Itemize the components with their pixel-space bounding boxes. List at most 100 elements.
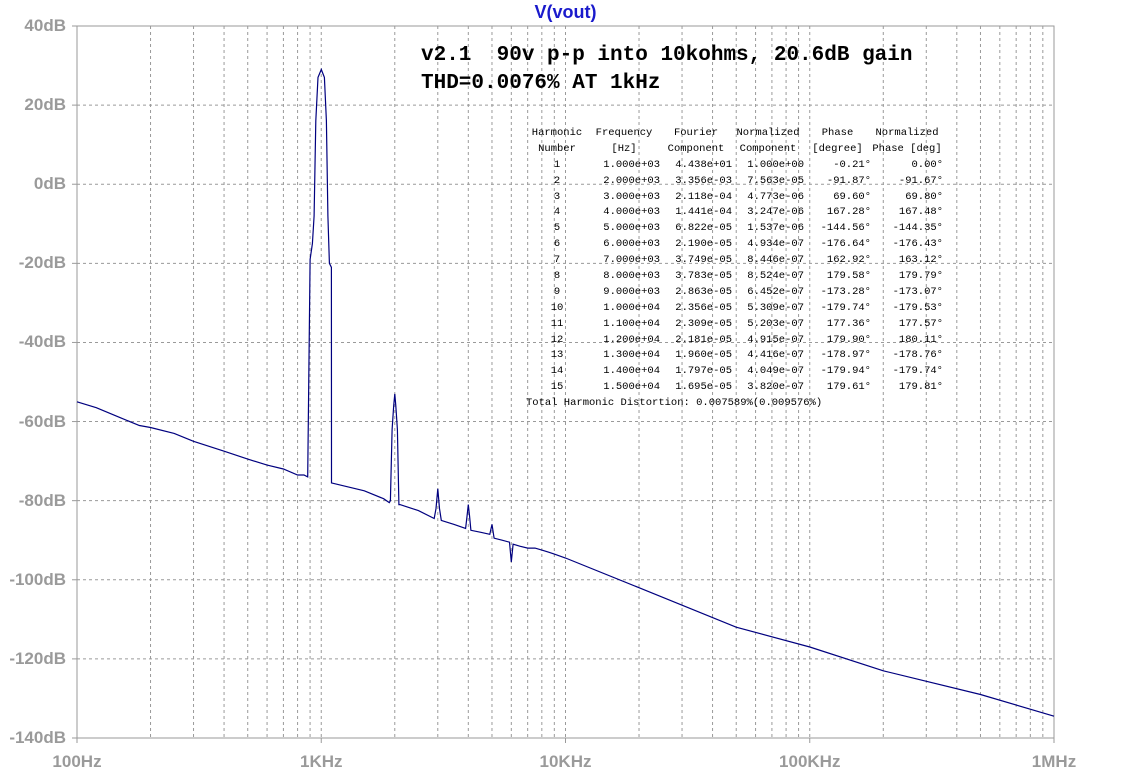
y-tick-label: -120dB bbox=[9, 648, 66, 668]
fourier-row: 10 1.000e+04 2.356e-05 5.309e-07 -179.74° -17… bbox=[526, 301, 943, 317]
fourier-cell: 5.000e+03 bbox=[603, 222, 660, 235]
fourier-header-cell: Frequency bbox=[595, 127, 653, 139]
fourier-cell: 179.81° bbox=[898, 381, 943, 394]
fourier-cell: 7 bbox=[553, 254, 561, 267]
fourier-row: 3 3.000e+03 2.118e-04 4.773e-06 69.60° 69.80° bbox=[526, 190, 943, 206]
fourier-cell: 2.356e-05 bbox=[675, 301, 732, 314]
fourier-rows: 1 1.000e+03 4.438e+01 1.000e+00 -0.21° 0.00° 2… bbox=[526, 158, 943, 396]
fourier-cell: 9.000e+03 bbox=[603, 285, 660, 298]
fourier-cell: 0.00° bbox=[911, 158, 943, 171]
fourier-row: 15 1.500e+04 1.695e-05 3.820e-07 179.61° 179.… bbox=[526, 380, 943, 396]
fourier-row: 11 1.100e+04 2.309e-05 5.203e-07 177.36° 177.… bbox=[526, 317, 943, 333]
fourier-cell: -176.43° bbox=[892, 238, 943, 251]
fourier-cell: -144.35° bbox=[892, 222, 943, 235]
fourier-cell: -173.07° bbox=[892, 285, 943, 298]
fourier-cell: 2.863e-05 bbox=[675, 285, 732, 298]
fourier-cell: 4.049e-07 bbox=[747, 365, 804, 378]
fourier-cell: -91.87° bbox=[826, 174, 871, 187]
fourier-cell: 2.309e-05 bbox=[675, 317, 732, 330]
y-tick-label: -80dB bbox=[18, 490, 66, 510]
fourier-row: 1 1.000e+03 4.438e+01 1.000e+00 -0.21° 0.00° bbox=[526, 158, 943, 174]
fourier-row: 8 8.000e+03 3.783e-05 8.524e-07 179.58° 179.7… bbox=[526, 269, 943, 285]
fourier-cell: -91.67° bbox=[898, 174, 943, 187]
fourier-cell: 8.000e+03 bbox=[603, 270, 660, 283]
fourier-cell: 69.60° bbox=[833, 190, 871, 203]
fourier-cell: 179.58° bbox=[826, 270, 871, 283]
fourier-cell: 1.537e-06 bbox=[747, 222, 804, 235]
fourier-cell: 3.000e+03 bbox=[603, 190, 660, 203]
fourier-cell: 4.416e-07 bbox=[747, 349, 804, 362]
fourier-cell: 8.524e-07 bbox=[747, 270, 804, 283]
fourier-header-cell: Number bbox=[538, 142, 576, 155]
fourier-header-cell: Component bbox=[667, 142, 725, 155]
fourier-header-cell: Normalized bbox=[736, 127, 800, 139]
y-tick-label: 0dB bbox=[33, 174, 66, 194]
fourier-cell: 3.749e-05 bbox=[675, 254, 732, 267]
fourier-cell: 3.783e-05 bbox=[675, 270, 732, 283]
fourier-cell: 162.92° bbox=[826, 254, 871, 267]
thd-summary: Total Harmonic Distortion: 0.007589%(0.0… bbox=[526, 397, 823, 410]
fourier-cell: 5 bbox=[553, 222, 561, 235]
fourier-row: 7 7.000e+03 3.749e-05 8.446e-07 162.92° 163.1… bbox=[526, 253, 943, 269]
fourier-header-cell: Phase bbox=[821, 127, 854, 139]
fourier-cell: 2.000e+03 bbox=[603, 174, 660, 187]
fourier-cell: 5.309e-07 bbox=[747, 301, 804, 314]
fourier-row: 13 1.300e+04 1.960e-05 4.416e-07 -178.97° -17… bbox=[526, 348, 943, 364]
fourier-cell: 4.773e-06 bbox=[747, 190, 804, 203]
fourier-cell: 3.820e-07 bbox=[747, 381, 804, 394]
fourier-cell: 6 bbox=[553, 238, 561, 251]
fourier-header-cell: [degree] bbox=[812, 142, 863, 155]
fourier-row: 4 4.000e+03 1.441e-04 3.247e-06 167.28° 167.4… bbox=[526, 205, 943, 221]
fourier-header-cell: [Hz] bbox=[611, 142, 637, 155]
fourier-row: 14 1.400e+04 1.797e-05 4.049e-07 -179.94° -17… bbox=[526, 364, 943, 380]
fourier-cell: 2.181e-05 bbox=[675, 333, 732, 346]
axis-ticks bbox=[72, 25, 1055, 743]
fourier-header-cell: Fourier bbox=[673, 127, 719, 139]
fourier-cell: 177.36° bbox=[826, 317, 871, 330]
fourier-cell: 179.79° bbox=[898, 270, 943, 283]
fourier-cell: 3.247e-06 bbox=[747, 206, 804, 219]
y-tick-label: 40dB bbox=[24, 16, 66, 35]
annotation-line-2: THD=0.0076% AT 1kHz bbox=[421, 72, 661, 95]
fourier-cell: 3.356e-03 bbox=[675, 174, 732, 187]
y-tick-label: -100dB bbox=[9, 569, 66, 589]
fourier-cell: -178.97° bbox=[820, 349, 871, 362]
fourier-cell: 1.200e+04 bbox=[603, 333, 660, 346]
fourier-cell: 180.11° bbox=[898, 333, 943, 346]
fourier-cell: 1.000e+04 bbox=[603, 301, 660, 314]
fourier-cell: 69.80° bbox=[905, 190, 943, 203]
fourier-cell: 2.118e-04 bbox=[675, 190, 732, 203]
fourier-table: Harmonic Frequency Fourier Normalized Ph… bbox=[526, 126, 943, 412]
fourier-cell: 15 bbox=[550, 381, 564, 394]
fourier-cell: 7.563e-05 bbox=[747, 174, 804, 187]
fourier-cell: -179.74° bbox=[892, 365, 943, 378]
fourier-row: 5 5.000e+03 6.822e-05 1.537e-06 -144.56° -144… bbox=[526, 221, 943, 237]
fourier-cell: 1.100e+04 bbox=[603, 317, 660, 330]
fourier-cell: -178.76° bbox=[892, 349, 943, 362]
fourier-cell: 1.000e+00 bbox=[747, 158, 804, 171]
fourier-cell: 5.203e-07 bbox=[747, 317, 804, 330]
fourier-cell: 1.500e+04 bbox=[603, 381, 660, 394]
fourier-cell: 4.934e-07 bbox=[747, 238, 804, 251]
fourier-cell: 4.000e+03 bbox=[603, 206, 660, 219]
fourier-row: 2 2.000e+03 3.356e-03 7.563e-05 -91.87° -91.6… bbox=[526, 174, 943, 190]
fourier-cell: 167.48° bbox=[898, 206, 943, 219]
fourier-cell: 1 bbox=[553, 158, 561, 171]
fourier-header-cell: Component bbox=[739, 142, 797, 155]
annotation-line-1: v2.1 90v p-p into 10kohms, 20.6dB gain bbox=[421, 44, 913, 67]
x-tick-label: 10KHz bbox=[539, 752, 592, 771]
fourier-cell: -173.28° bbox=[820, 285, 871, 298]
fourier-cell: 179.90° bbox=[826, 333, 871, 346]
y-tick-label: -40dB bbox=[18, 332, 66, 352]
y-tick-label: -60dB bbox=[18, 411, 66, 431]
fourier-cell: 1.000e+03 bbox=[603, 158, 660, 171]
fourier-cell: 4.438e+01 bbox=[675, 158, 732, 171]
y-tick-label: -140dB bbox=[9, 728, 66, 747]
fourier-cell: 7.000e+03 bbox=[603, 254, 660, 267]
x-tick-label: 100Hz bbox=[52, 752, 102, 771]
fourier-cell: 1.400e+04 bbox=[603, 365, 660, 378]
fourier-cell: 167.28° bbox=[826, 206, 871, 219]
fourier-cell: 2.190e-05 bbox=[675, 238, 732, 251]
y-tick-label: -20dB bbox=[18, 253, 66, 273]
